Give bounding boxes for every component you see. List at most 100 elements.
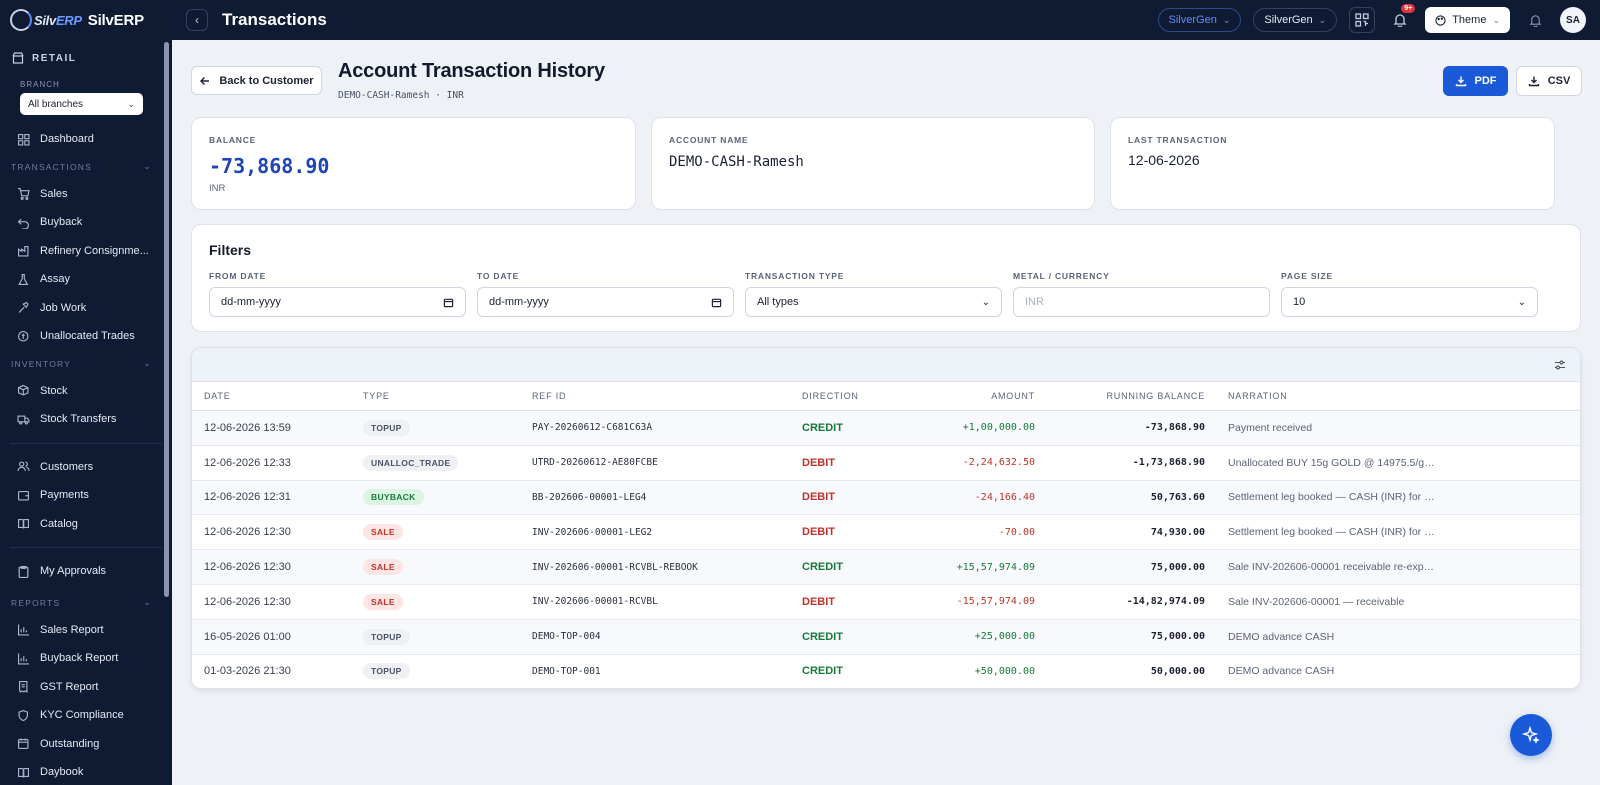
- sidebar-item-job-work[interactable]: Job Work: [0, 294, 172, 323]
- calendar-icon: [711, 298, 722, 307]
- header-narration[interactable]: NARRATION: [1228, 391, 1288, 401]
- logo[interactable]: SilvERP: [10, 9, 82, 31]
- header-title: Transactions: [222, 10, 327, 29]
- sidebar-item-sales[interactable]: Sales: [0, 180, 172, 209]
- sidebar-item-stock-transfers[interactable]: Stock Transfers: [0, 405, 172, 434]
- type-badge: TOPUP: [363, 419, 410, 436]
- notifications-button[interactable]: 9+: [1387, 4, 1416, 33]
- collapse-sidebar-button[interactable]: ‹: [186, 9, 208, 31]
- sidebar-item-gst-report[interactable]: GST Report: [0, 673, 172, 702]
- ai-assistant-button[interactable]: [1510, 714, 1552, 756]
- chevron-down-icon: ⌄: [1318, 14, 1327, 25]
- metal-currency-input[interactable]: INR: [1013, 287, 1270, 317]
- page-subtitle: DEMO-CASH-Ramesh · INR: [338, 90, 464, 101]
- qr-scan-button[interactable]: [1349, 7, 1376, 33]
- cell-amount: +25,000.00: [974, 631, 1035, 643]
- sidebar-scrollbar[interactable]: [164, 42, 169, 597]
- header-ref-id[interactable]: REF ID: [532, 391, 567, 401]
- sidebar-item-kyc-compliance[interactable]: KYC Compliance: [0, 701, 172, 730]
- avatar[interactable]: SA: [1560, 7, 1586, 33]
- alerts-button[interactable]: [1522, 7, 1548, 33]
- org-pill[interactable]: SilverGen ⌄: [1157, 8, 1242, 32]
- header-direction[interactable]: DIRECTION: [802, 391, 859, 401]
- cell-amount: +50,000.00: [974, 665, 1035, 677]
- header-type[interactable]: TYPE: [363, 391, 390, 401]
- cell-amount: +1,00,000.00: [962, 422, 1035, 434]
- sidebar-item-label: GST Report: [40, 680, 99, 693]
- cell-ref-id: BB-202606-00001-LEG4: [532, 491, 647, 503]
- org-select[interactable]: SilverGen ⌄: [1253, 8, 1338, 32]
- table-row[interactable]: 12-06-2026 12:30 SALE INV-202606-00001-RCV…: [192, 550, 1580, 585]
- sidebar-item-buyback-report[interactable]: Buyback Report: [0, 644, 172, 673]
- export-pdf-button[interactable]: PDF: [1443, 66, 1508, 96]
- sidebar-item-label: Sales Report: [40, 623, 104, 636]
- table-row[interactable]: 12-06-2026 12:30 SALE INV-202606-00001-LEG…: [192, 515, 1580, 551]
- from-date-input[interactable]: dd-mm-yyyy: [209, 287, 466, 317]
- header-amount[interactable]: AMOUNT: [991, 391, 1035, 401]
- chevron-left-icon: ‹: [195, 13, 199, 27]
- type-badge: SALE: [363, 593, 403, 610]
- sidebar-item-dashboard[interactable]: Dashboard: [0, 125, 172, 154]
- sidebar-group-transactions[interactable]: TRANSACTIONS ⌄: [0, 154, 172, 180]
- sidebar-item-sales-report[interactable]: Sales Report: [0, 616, 172, 645]
- sidebar-item-stock[interactable]: Stock: [0, 377, 172, 406]
- theme-button[interactable]: Theme ⌄: [1425, 7, 1510, 33]
- cell-date: 01-03-2026 21:30: [204, 665, 291, 678]
- to-date-label: TO DATE: [477, 271, 520, 281]
- chevron-down-icon: ⌄: [143, 161, 152, 171]
- org-select-label: SilverGen: [1264, 14, 1313, 26]
- back-button-label: Back to Customer: [219, 74, 314, 87]
- export-csv-button[interactable]: CSV: [1516, 66, 1582, 96]
- table-row[interactable]: 16-05-2026 01:00 TOPUP DEMO-TOP-004 CREDIT +…: [192, 619, 1580, 655]
- cart-icon: [16, 187, 30, 201]
- branch-label: BRANCH: [20, 80, 60, 89]
- cell-ref-id: INV-202606-00001-RCVBL: [532, 596, 658, 608]
- sidebar-item-outstanding[interactable]: Outstanding: [0, 730, 172, 759]
- table-row[interactable]: 01-03-2026 21:30 TOPUP DEMO-TOP-001 CREDIT +…: [192, 655, 1580, 688]
- header-date[interactable]: DATE: [204, 391, 231, 401]
- sidebar-item-daybook[interactable]: Daybook: [0, 758, 172, 785]
- filters-title: Filters: [209, 242, 252, 258]
- back-to-customer-button[interactable]: Back to Customer: [191, 66, 322, 95]
- type-badge: BUYBACK: [363, 489, 424, 506]
- transaction-type-select[interactable]: All types ⌄: [745, 287, 1002, 317]
- branch-select[interactable]: All branches ⌄: [20, 93, 143, 115]
- bell-icon: [1393, 14, 1407, 27]
- sidebar-item-payments[interactable]: Payments: [0, 481, 172, 510]
- type-badge: UNALLOC_TRADE: [363, 454, 459, 471]
- header-actions: SilverGen ⌄ SilverGen ⌄ 9+ Theme ⌄ SA: [1157, 0, 1586, 40]
- sidebar-item-unallocated-trades[interactable]: Unallocated Trades: [0, 322, 172, 351]
- shield-icon: [16, 708, 30, 722]
- cell-direction: CREDIT: [802, 630, 843, 643]
- hammer-icon: [16, 301, 30, 315]
- table-row[interactable]: 12-06-2026 12:30 SALE INV-202606-00001-RCV…: [192, 585, 1580, 620]
- last-transaction-value: 12-06-2026: [1128, 152, 1200, 168]
- sidebar-item-my-approvals[interactable]: My Approvals: [0, 557, 172, 586]
- type-badge: TOPUP: [363, 628, 410, 645]
- sidebar-item-catalog[interactable]: Catalog: [0, 510, 172, 539]
- header-running-balance[interactable]: RUNNING BALANCE: [1106, 391, 1205, 401]
- sidebar-item-label: Outstanding: [40, 737, 100, 750]
- sidebar-item-refinery-consignme[interactable]: Refinery Consignme...: [0, 237, 172, 266]
- to-date-input[interactable]: dd-mm-yyyy: [477, 287, 734, 317]
- cell-running-balance: 74,930.00: [1150, 526, 1205, 538]
- table-row[interactable]: 12-06-2026 12:31 BUYBACK BB-202606-00001-L…: [192, 480, 1580, 516]
- sidebar-item-assay[interactable]: Assay: [0, 265, 172, 294]
- table-row[interactable]: 12-06-2026 12:33 UNALLOC_TRADE UTRD-202606…: [192, 446, 1580, 481]
- clipboard-icon: [16, 564, 30, 578]
- factory-icon: [16, 244, 30, 258]
- wallet-icon: [16, 488, 30, 502]
- table-row[interactable]: 12-06-2026 13:59 TOPUP PAY-20260612-C681C6…: [192, 411, 1580, 446]
- sidebar-item-customers[interactable]: Customers: [0, 453, 172, 482]
- cell-direction: CREDIT: [802, 561, 843, 574]
- last-transaction-label: LAST TRANSACTION: [1128, 135, 1228, 145]
- page-size-select[interactable]: 10 ⌄: [1281, 287, 1538, 317]
- sidebar-group-inventory[interactable]: INVENTORY ⌄: [0, 351, 172, 377]
- notification-count-badge: 9+: [1401, 4, 1416, 13]
- palette-icon: [1435, 14, 1446, 26]
- sidebar-item-buyback[interactable]: Buyback: [0, 208, 172, 237]
- sidebar-group-reports[interactable]: REPORTS ⌄: [0, 590, 172, 616]
- undo-icon: [16, 215, 30, 229]
- column-settings-button[interactable]: [1554, 358, 1566, 376]
- cell-narration: Settlement leg booked — CASH (INR) for I…: [1228, 526, 1436, 539]
